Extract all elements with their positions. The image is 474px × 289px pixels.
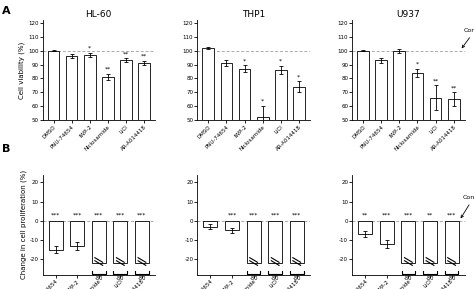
Bar: [380, 221, 394, 244]
Bar: [102, 77, 114, 189]
Text: -80: -80: [292, 277, 301, 281]
Bar: [375, 60, 387, 189]
Text: B: B: [2, 144, 11, 155]
Y-axis label: Cell viability (%): Cell viability (%): [18, 42, 25, 99]
Bar: [66, 56, 77, 189]
Text: -80: -80: [249, 277, 258, 281]
Bar: [220, 63, 232, 189]
Bar: [92, 221, 106, 263]
Bar: [138, 63, 150, 189]
Bar: [49, 221, 63, 250]
Y-axis label: Change in cell proliferation (%): Change in cell proliferation (%): [20, 170, 27, 279]
Bar: [275, 70, 287, 189]
Bar: [203, 221, 218, 227]
Bar: [393, 51, 405, 189]
Text: A: A: [2, 6, 11, 16]
Text: ***: ***: [116, 213, 125, 218]
Bar: [358, 221, 372, 234]
Text: ***: ***: [447, 213, 456, 218]
Text: -80: -80: [137, 277, 146, 281]
Text: *: *: [279, 59, 283, 64]
Bar: [357, 51, 369, 189]
Bar: [445, 221, 458, 263]
Text: **: **: [105, 66, 111, 71]
Text: ***: ***: [271, 213, 280, 218]
Title: THP1: THP1: [242, 10, 265, 19]
Text: ***: ***: [228, 213, 237, 218]
Bar: [411, 73, 423, 189]
Text: ***: ***: [382, 213, 392, 218]
Text: ***: ***: [292, 213, 301, 218]
Text: **: **: [123, 51, 129, 56]
Text: *: *: [416, 62, 419, 67]
Bar: [290, 221, 304, 263]
Text: **: **: [141, 54, 147, 59]
Bar: [225, 221, 239, 230]
Text: **: **: [451, 85, 457, 90]
Text: -80: -80: [426, 277, 434, 281]
Text: *: *: [297, 74, 301, 79]
Text: ***: ***: [73, 213, 82, 218]
Text: ***: ***: [137, 213, 146, 218]
Bar: [202, 48, 214, 189]
Text: -80: -80: [271, 277, 279, 281]
Bar: [423, 221, 437, 263]
Text: ***: ***: [94, 213, 103, 218]
Text: -80: -80: [116, 277, 125, 281]
Bar: [135, 221, 149, 263]
Bar: [84, 55, 96, 189]
Text: *: *: [88, 46, 91, 51]
Bar: [268, 221, 282, 263]
Bar: [448, 99, 460, 189]
Title: U937: U937: [397, 10, 420, 19]
Text: ***: ***: [51, 213, 60, 218]
Text: -80: -80: [94, 277, 103, 281]
Bar: [47, 51, 59, 189]
Bar: [257, 117, 268, 189]
Text: ***: ***: [249, 213, 258, 218]
Text: Control: Control: [461, 195, 474, 218]
Bar: [113, 221, 128, 263]
Text: **: **: [432, 78, 439, 83]
Text: *: *: [243, 58, 246, 63]
Bar: [120, 60, 132, 189]
Text: -80: -80: [404, 277, 413, 281]
Bar: [239, 69, 250, 189]
Text: ***: ***: [404, 213, 413, 218]
Bar: [70, 221, 84, 246]
Bar: [401, 221, 415, 263]
Bar: [293, 87, 305, 189]
Title: HL-60: HL-60: [86, 10, 112, 19]
Text: *: *: [261, 99, 264, 104]
Text: **: **: [362, 213, 368, 218]
Bar: [246, 221, 261, 263]
Text: **: **: [427, 213, 433, 218]
Text: Control: Control: [462, 28, 474, 48]
Text: -80: -80: [447, 277, 456, 281]
Bar: [430, 98, 441, 189]
